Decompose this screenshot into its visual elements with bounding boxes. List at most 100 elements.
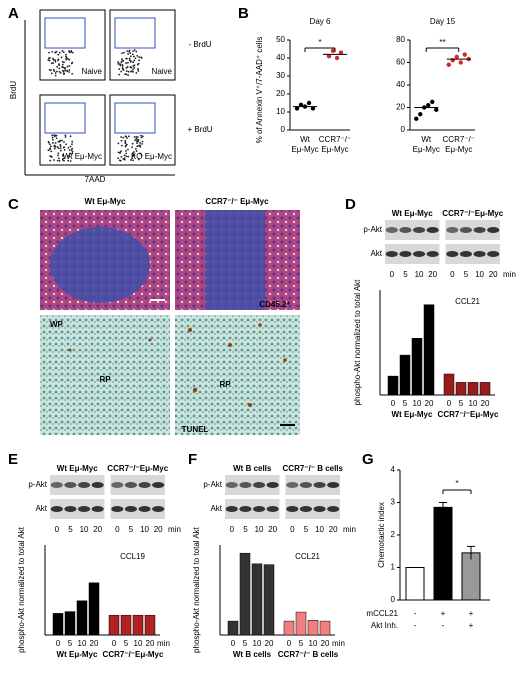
lane-label: 0 [55,525,60,534]
flow-event [129,55,132,58]
blot-band [138,482,151,488]
flow-event [71,51,74,54]
flow-event [59,143,62,146]
flow-event [117,157,120,160]
lane-label: 0 [450,270,455,279]
flow-event [132,68,134,71]
blot-band [124,482,137,488]
flow-event [62,51,65,54]
blot-group-label: Wt B cells [233,464,272,473]
blot-row-label: Akt [210,504,222,513]
blot-band [426,227,439,233]
bar [76,600,88,636]
flow-event [132,50,134,53]
x-tick-label: 0 [112,639,117,648]
flow-event [52,68,55,71]
lane-label: 5 [129,525,134,534]
flow-event [67,155,70,157]
x-tick-label: 5 [124,639,129,648]
x-tick-label: 10 [78,639,87,648]
blot-strip [50,475,105,495]
point [298,102,304,108]
flow-event [51,50,54,53]
y-tick-label: 0 [391,595,396,604]
region-label: WP [50,320,64,329]
flow-event [61,50,64,52]
blot-strip [50,499,105,519]
point [418,112,423,117]
flow-event [57,59,59,62]
blot-band [473,227,486,233]
y-axis-label: % of Annexin V⁺/7-AAD⁺ cells [255,37,264,144]
x-tick-label: Eμ-Myc [321,145,348,154]
flow-event [121,64,124,66]
flow-event [140,136,143,139]
flow-event [71,152,74,155]
flow-event [55,50,58,53]
blot-strip [110,499,165,519]
x-tick-label: Eμ-Myc [413,145,440,154]
blot-band [286,482,299,488]
flow-event [130,70,132,73]
flow-event [127,155,130,158]
blot-band [253,506,266,512]
x-tick-label: Eμ-Myc [445,145,472,154]
lane-label: 20 [489,270,498,279]
flow-event [47,59,50,61]
flow-event [127,148,129,151]
y-tick-label: 80 [396,35,405,44]
lane-label: 0 [115,525,120,534]
flow-event [67,146,70,149]
blot-band [299,506,312,512]
flow-event [131,142,134,145]
flow-event [132,61,135,64]
lane-label: 10 [255,525,264,534]
blot-band [50,506,63,512]
blot-band [266,482,279,488]
flow-event [120,155,123,158]
condition-label: Akt Inh. [371,621,398,630]
panel-letter: A [8,5,19,22]
flow-event [133,59,136,62]
group-label: Wt Eμ-Myc [57,650,98,659]
point [430,99,435,105]
blot-strip [445,244,500,264]
point [330,48,336,53]
blot-band [124,506,137,512]
plot-label: Naive [82,67,103,76]
flow-event [130,60,132,63]
blot-group-label: Wt Eμ-Myc [392,209,433,218]
flow-event [117,142,120,145]
bar [479,382,491,396]
flow-event [128,59,131,62]
flow-event [121,58,123,61]
flow-event [137,70,140,72]
blot-strip [285,475,340,495]
flow-event [57,154,59,157]
bar [433,506,453,601]
flow-event [59,139,61,142]
flow-event [119,151,122,154]
group-label: Wt Eμ-Myc [392,410,433,419]
flow-event [64,134,67,137]
y-axis-label: phospho-Akt normalized to total Akt [17,526,26,653]
flow-event [134,148,137,150]
lane-label: 20 [329,525,338,534]
lane-label: 10 [475,270,484,279]
condition-state: - [414,621,417,630]
flow-event [49,145,52,148]
flow-event [55,134,58,137]
y-tick-label: 0 [281,125,286,134]
blot-band [426,251,439,257]
flow-event [117,63,120,65]
bar [88,582,100,636]
blot-group-label: CCR7⁻/⁻Eμ-Myc [107,464,168,473]
flow-event [63,146,66,149]
blot-band [446,227,459,233]
point [454,54,459,60]
significance: ** [439,38,445,47]
flow-event [71,72,74,75]
chart-title: CCL21 [295,552,320,561]
flow-event [131,146,133,149]
y-axis-label: Chemotactic index [377,502,386,568]
